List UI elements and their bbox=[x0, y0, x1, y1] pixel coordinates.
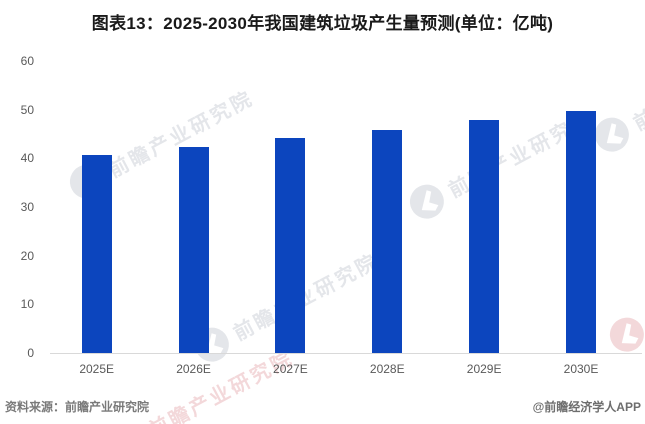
bar-2025E bbox=[81, 155, 112, 353]
bar-2027E bbox=[275, 138, 306, 353]
y-tick-label: 20 bbox=[20, 248, 34, 263]
x-tick-label: 2030E bbox=[563, 362, 599, 376]
y-tick-label: 10 bbox=[20, 297, 34, 312]
source-note: 资料来源：前瞻产业研究院 bbox=[5, 400, 150, 414]
chart-title: 图表13：2025-2030年我国建筑垃圾产生量预测(单位：亿吨) bbox=[91, 14, 554, 33]
x-tick-label: 2026E bbox=[176, 362, 211, 376]
x-tick-label: 2027E bbox=[273, 362, 308, 376]
x-axis-line bbox=[50, 353, 642, 354]
x-tick-label: 2028E bbox=[369, 362, 405, 376]
attribution-note: @前瞻经济学人APP bbox=[532, 400, 641, 414]
x-tick-label: 2029E bbox=[466, 362, 502, 376]
y-tick-label: 30 bbox=[20, 200, 34, 214]
y-tick-label: 60 bbox=[20, 54, 34, 68]
y-tick-label: 40 bbox=[20, 151, 34, 166]
x-tick-label: 2025E bbox=[79, 362, 115, 376]
bar-2028E bbox=[372, 129, 403, 353]
bar-2026E bbox=[178, 147, 209, 353]
y-tick-label: 0 bbox=[27, 346, 34, 360]
bar-2030E bbox=[566, 111, 596, 353]
y-tick-label: 50 bbox=[20, 102, 34, 117]
bar-2029E bbox=[469, 120, 500, 353]
